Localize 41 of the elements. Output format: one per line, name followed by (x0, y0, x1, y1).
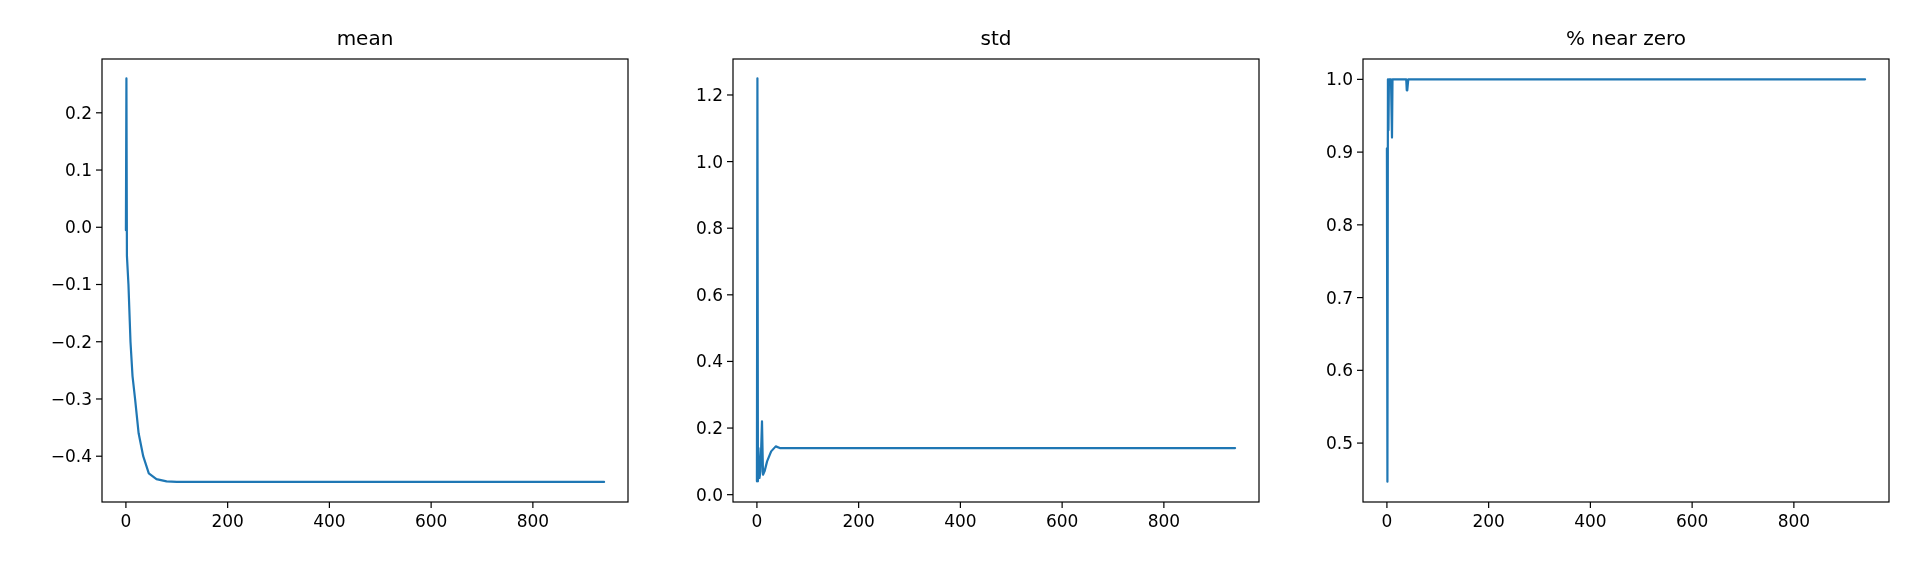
line-series (755, 77, 1237, 483)
chart-title: std (980, 26, 1012, 50)
y-tick-label: 1.0 (695, 151, 723, 172)
line-series (1385, 78, 1867, 483)
chart-title: % near zero (1566, 26, 1686, 50)
line-series (124, 77, 606, 484)
x-tick-label: 800 (1777, 511, 1811, 531)
y-tick-label: 0.2 (695, 418, 723, 439)
x-tick-label: 200 (1472, 511, 1505, 531)
x-tick-label: 400 (1574, 511, 1607, 531)
chart-title: mean (336, 26, 394, 50)
x-tick-label: 0 (120, 511, 132, 531)
y-tick-label: 0.6 (1325, 360, 1353, 381)
y-tick-label: 0.5 (1325, 433, 1353, 454)
y-tick-label: 0.0 (695, 484, 723, 505)
y-tick-label: −0.4 (50, 446, 92, 467)
y-tick-label: 0.8 (1325, 214, 1353, 235)
y-tick-label: 0.1 (64, 159, 92, 180)
x-tick-label: 800 (1147, 511, 1181, 531)
x-tick-label: 0 (751, 511, 763, 531)
x-tick-label: 400 (313, 511, 346, 531)
x-tick-label: 600 (414, 511, 448, 531)
y-tick-label: 0.6 (695, 284, 723, 305)
x-tick-label: 200 (842, 511, 875, 531)
x-tick-label: 600 (1045, 511, 1079, 531)
y-tick-label: 0.4 (695, 351, 723, 372)
x-tick-label: 800 (516, 511, 550, 531)
y-tick-label: −0.3 (50, 388, 92, 409)
x-tick-label: 400 (944, 511, 977, 531)
x-tick-label: 200 (211, 511, 244, 531)
y-tick-label: 1.2 (695, 84, 723, 105)
x-tick-label: 0 (1381, 511, 1393, 531)
y-tick-label: 0.8 (695, 218, 723, 239)
y-tick-label: −0.2 (50, 331, 92, 352)
y-tick-label: 0.7 (1325, 287, 1353, 308)
y-tick-label: −0.1 (50, 274, 92, 295)
x-tick-label: 600 (1675, 511, 1709, 531)
y-tick-label: 0.0 (64, 217, 92, 238)
y-tick-label: 1.0 (1325, 69, 1353, 90)
y-tick-label: 0.2 (64, 102, 92, 123)
y-tick-label: 0.9 (1325, 142, 1353, 163)
